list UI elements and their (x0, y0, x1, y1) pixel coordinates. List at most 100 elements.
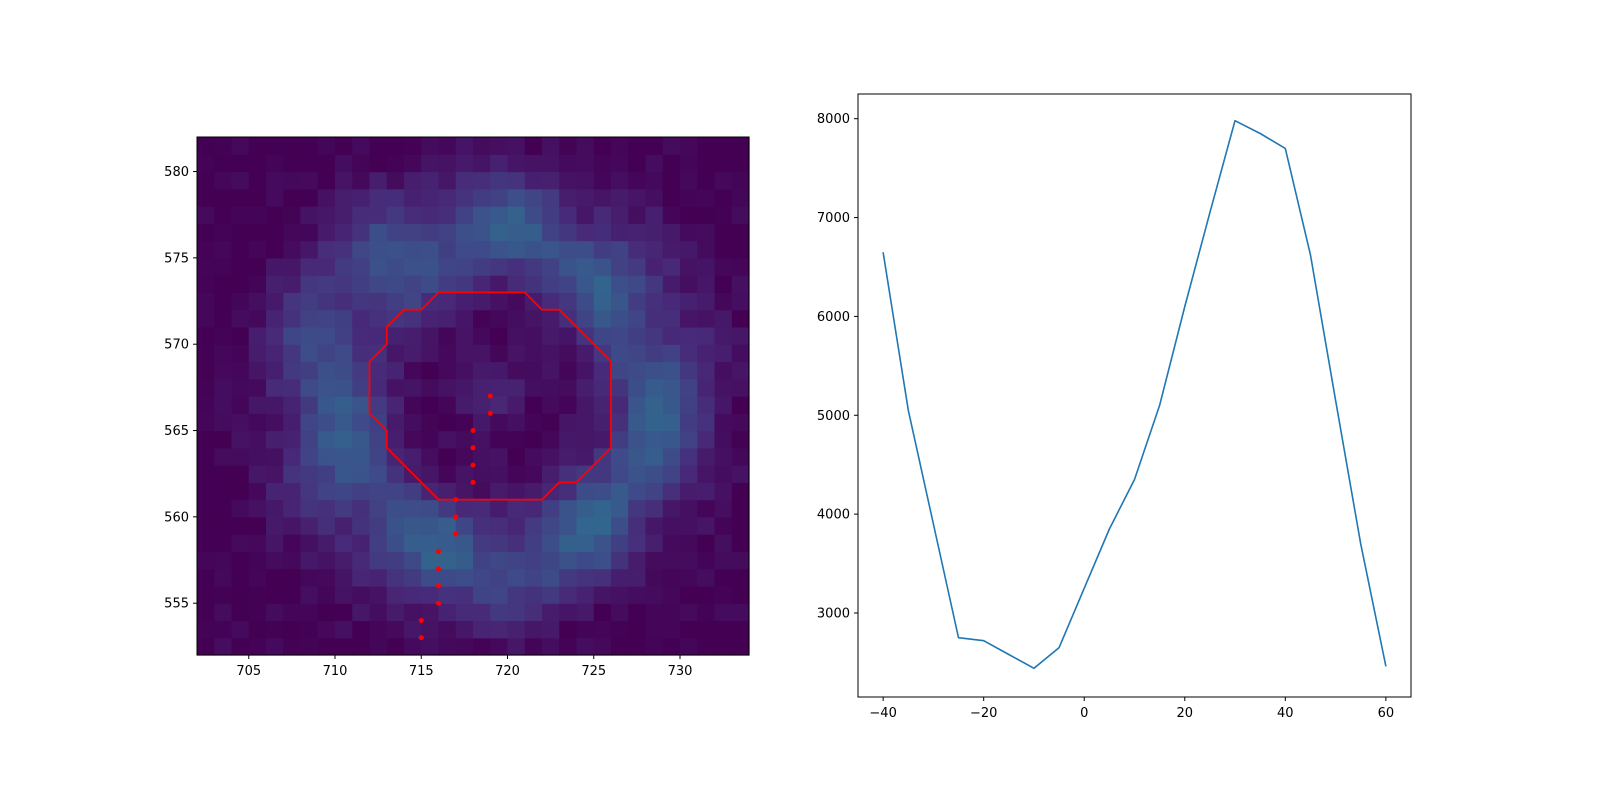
heatmap-cell (214, 551, 233, 570)
heatmap-cell (473, 585, 491, 604)
heatmap-cell (438, 447, 457, 466)
heatmap-cell (386, 396, 405, 414)
heatmap-cell (214, 534, 233, 552)
heatmap-cell (335, 447, 353, 466)
heatmap-cell (697, 482, 716, 501)
heatmap-cell (680, 603, 698, 622)
heatmap-cell (317, 257, 336, 276)
heatmap-cell (421, 603, 440, 622)
heatmap-cell (283, 257, 302, 276)
heatmap-cell (611, 603, 629, 622)
heatmap-cell (404, 396, 422, 414)
heatmap-cell (369, 396, 388, 414)
heatmap-cell (697, 154, 716, 173)
heatmap-cell (317, 637, 336, 656)
heatmap-cell (335, 292, 353, 311)
heatmap-cell (731, 447, 750, 466)
heatmap-cell (283, 585, 302, 604)
heatmap-cell (300, 378, 319, 397)
heatmap-cell (369, 223, 388, 242)
heatmap-cell (662, 378, 681, 397)
heatmap-cell (455, 378, 474, 397)
heatmap-cell (369, 482, 388, 501)
heatmap-cell (421, 568, 440, 587)
heatmap-cell (731, 361, 750, 380)
heatmap-cell (283, 137, 302, 155)
heatmap-cell (542, 206, 560, 224)
heatmap-cell (473, 326, 491, 345)
heatmap-cell (714, 447, 733, 466)
heatmap-cell (404, 206, 422, 224)
heatmap-cell (490, 206, 509, 224)
heatmap-cell (645, 240, 664, 259)
heatmap-cell (283, 396, 302, 414)
heatmap-cell (507, 206, 526, 224)
heatmap-cell (680, 585, 698, 604)
heatmap-cell (662, 396, 681, 414)
heatmap-cell (352, 361, 371, 380)
heatmap-cell (335, 137, 353, 155)
heatmap-cell (455, 585, 474, 604)
heatmap-cell (559, 413, 578, 432)
heatmap-cell (524, 568, 543, 587)
heatmap-cell (421, 413, 440, 432)
heatmap-cell (576, 603, 595, 622)
heatmap-cell (386, 637, 405, 656)
heatmap-cell (369, 516, 388, 535)
heatmap-cell (335, 516, 353, 535)
heatmap-cell (628, 430, 647, 449)
heatmap-cell (386, 413, 405, 432)
heatmap-cell (352, 275, 371, 293)
heatmap-cell (266, 171, 284, 190)
heatmap-cell (524, 620, 543, 639)
heatmap-cell (421, 447, 440, 466)
heatmap-cell (404, 275, 422, 293)
heatmap-cell (524, 309, 543, 328)
heatmap-cell (490, 154, 509, 173)
heatmap-cell (473, 551, 491, 570)
heatmap-cell (248, 603, 267, 622)
heatmap-cell (300, 188, 319, 207)
heatmap-cell (248, 240, 267, 259)
heatmap-cell (386, 188, 405, 207)
heatmap-cell (335, 154, 353, 173)
heatmap-cell (404, 154, 422, 173)
heatmap-cell (507, 603, 526, 622)
heatmap-cell (542, 430, 560, 449)
heatmap-cell (317, 413, 336, 432)
heatmap-cell (438, 396, 457, 414)
heatmap-cell (248, 154, 267, 173)
heatmap-cell (369, 188, 388, 207)
heatmap-cell (197, 430, 215, 449)
heatmap-cell (386, 171, 405, 190)
heatmap-cell (628, 465, 647, 483)
path-point (453, 531, 459, 537)
heatmap-cell (300, 620, 319, 639)
x-tick-label: 715 (409, 664, 434, 679)
heatmap-cell (404, 361, 422, 380)
heatmap-cell (507, 516, 526, 535)
heatmap-cell (714, 620, 733, 639)
heatmap-cell (231, 585, 250, 604)
heatmap-cell (231, 620, 250, 639)
heatmap-cell (714, 465, 733, 483)
heatmap-cell (197, 447, 215, 466)
heatmap-cell (369, 292, 388, 311)
heatmap-cell (593, 499, 612, 518)
heatmap-cell (386, 154, 405, 173)
heatmap-cell (248, 482, 267, 501)
heatmap-cell (317, 309, 336, 328)
heatmap-cell (714, 361, 733, 380)
heatmap-cell (490, 585, 509, 604)
heatmap-cell (593, 603, 612, 622)
heatmap-cell (593, 171, 612, 190)
heatmap-cell (611, 534, 629, 552)
heatmap-cell (662, 171, 681, 190)
heatmap-cell (404, 188, 422, 207)
heatmap-cell (507, 465, 526, 483)
heatmap-cell (662, 292, 681, 311)
heatmap-cell (455, 223, 474, 242)
heatmap-cell (197, 413, 215, 432)
heatmap-cell (697, 361, 716, 380)
heatmap-cell (645, 396, 664, 414)
